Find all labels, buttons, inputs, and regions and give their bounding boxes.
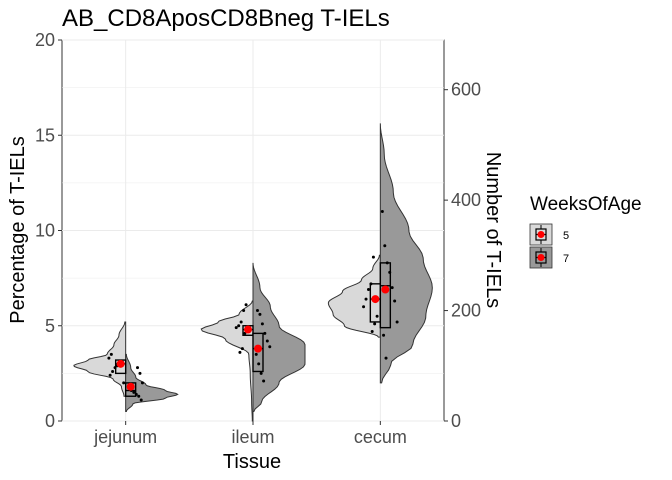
data-point: [111, 369, 115, 373]
data-point: [371, 255, 375, 259]
data-point: [108, 373, 112, 377]
violin-jejunum-5: [73, 321, 127, 397]
data-point: [370, 329, 374, 333]
mean-marker-ileum-5: [244, 325, 252, 334]
data-point: [383, 244, 387, 248]
data-point: [132, 390, 136, 394]
y-tick-label: 0: [45, 411, 55, 431]
y-tick-label: 5: [45, 316, 55, 336]
x-axis-title: Tissue: [223, 451, 281, 473]
data-point: [109, 352, 113, 356]
legend: WeeksOfAge 5 7: [529, 194, 642, 269]
y2-tick-label: 400: [451, 190, 481, 210]
y2-tick-label: 600: [451, 80, 481, 100]
y-axis-left: 0 5 10 15 20: [35, 30, 62, 431]
data-point: [255, 309, 259, 313]
data-point: [265, 339, 269, 343]
mean-marker-cecum-7: [381, 285, 390, 294]
data-point: [380, 209, 384, 213]
data-point: [113, 366, 117, 370]
x-tick-label: jejunum: [93, 427, 157, 447]
data-point: [258, 312, 262, 316]
data-point: [237, 324, 241, 328]
data-point: [263, 331, 267, 335]
data-point: [385, 261, 389, 265]
data-point: [257, 362, 261, 366]
data-point: [395, 320, 399, 324]
legend-key-mean: [537, 254, 545, 261]
data-point: [375, 314, 379, 318]
mean-marker-cecum-5: [371, 295, 380, 304]
data-point: [242, 309, 246, 313]
mean-marker-jejunum-5: [116, 359, 125, 368]
data-point: [369, 282, 373, 286]
y-tick-label: 10: [35, 221, 55, 241]
x-axis: jejunum ileum cecum: [93, 421, 407, 447]
data-point: [373, 322, 377, 326]
y-axis-title: Percentage of T-IELs: [7, 136, 29, 324]
data-point: [234, 326, 238, 330]
violin-cecum-5: [327, 254, 381, 338]
mean-marker-ileum-7: [254, 344, 262, 353]
y2-tick-label: 200: [451, 301, 481, 321]
y-axis-right: 0 200 400 600: [444, 80, 481, 431]
legend-title: WeeksOfAge: [530, 194, 642, 215]
data-points: [107, 209, 399, 402]
data-point: [366, 288, 370, 292]
x-tick-label: cecum: [354, 427, 407, 447]
data-point: [254, 352, 258, 356]
data-point: [239, 320, 243, 324]
data-point: [240, 347, 244, 351]
data-point: [137, 394, 141, 398]
data-point: [134, 392, 138, 396]
data-point: [122, 381, 126, 385]
data-point: [138, 371, 142, 375]
chart-title: AB_CD8AposCD8Bneg T-IELs: [62, 5, 390, 32]
data-point: [390, 286, 394, 290]
legend-label-5: 5: [563, 230, 569, 242]
data-point: [262, 379, 266, 383]
data-point: [139, 398, 143, 402]
violin-cecum-7: [379, 123, 433, 384]
y2-tick-label: 0: [451, 411, 461, 431]
violin-ileum-5: [200, 300, 254, 422]
data-point: [393, 299, 397, 303]
y2-axis-title: Number of T-IELs: [482, 152, 504, 308]
y-tick-label: 20: [35, 30, 55, 50]
data-point: [268, 345, 272, 349]
mean-markers: [116, 285, 390, 391]
data-point: [244, 303, 248, 307]
data-point: [260, 322, 264, 326]
data-point: [388, 270, 392, 274]
data-point: [238, 350, 242, 354]
data-point: [136, 366, 140, 370]
data-point: [362, 305, 366, 309]
legend-label-7: 7: [563, 253, 569, 265]
data-point: [382, 333, 386, 337]
data-point: [107, 356, 111, 360]
data-point: [384, 356, 388, 360]
x-tick-label: ileum: [231, 427, 274, 447]
box-cecum-7: [379, 262, 392, 329]
violin-ileum-7: [252, 262, 306, 412]
data-point: [259, 371, 263, 375]
y-tick-label: 15: [35, 125, 55, 145]
data-point: [364, 297, 368, 301]
legend-key-mean: [537, 231, 545, 238]
data-point: [140, 381, 144, 385]
mean-marker-jejunum-7: [126, 382, 135, 391]
